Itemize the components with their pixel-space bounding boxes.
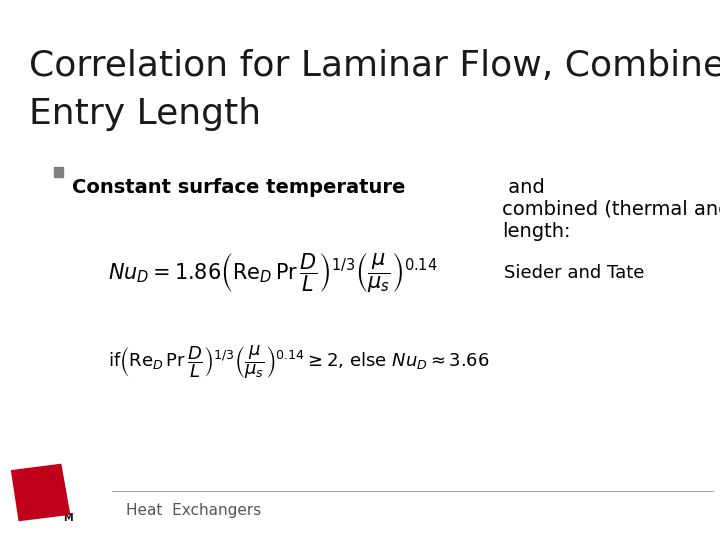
Text: Correlation for Laminar Flow, Combined: Correlation for Laminar Flow, Combined (29, 49, 720, 83)
Text: Entry Length: Entry Length (29, 97, 261, 131)
Text: Sieder and Tate: Sieder and Tate (504, 264, 644, 282)
Text: Constant surface temperature: Constant surface temperature (72, 178, 405, 197)
Polygon shape (11, 464, 71, 521)
Text: $Nu_D = 1.86\left( \mathrm{Re}_D \,\mathrm{Pr}\,\dfrac{D}{L} \right)^{1/3} \left: $Nu_D = 1.86\left( \mathrm{Re}_D \,\math… (108, 251, 438, 294)
Text: Heat  Exchangers: Heat Exchangers (126, 503, 261, 518)
Text: and
combined (thermal and velocity) entry
length:: and combined (thermal and velocity) entr… (502, 178, 720, 241)
Text: M: M (63, 513, 73, 523)
Bar (54, 167, 63, 177)
Text: $\mathrm{if}\left( \mathrm{Re}_D \,\mathrm{Pr}\,\dfrac{D}{L} \right)^{1/3} \left: $\mathrm{if}\left( \mathrm{Re}_D \,\math… (108, 343, 490, 381)
